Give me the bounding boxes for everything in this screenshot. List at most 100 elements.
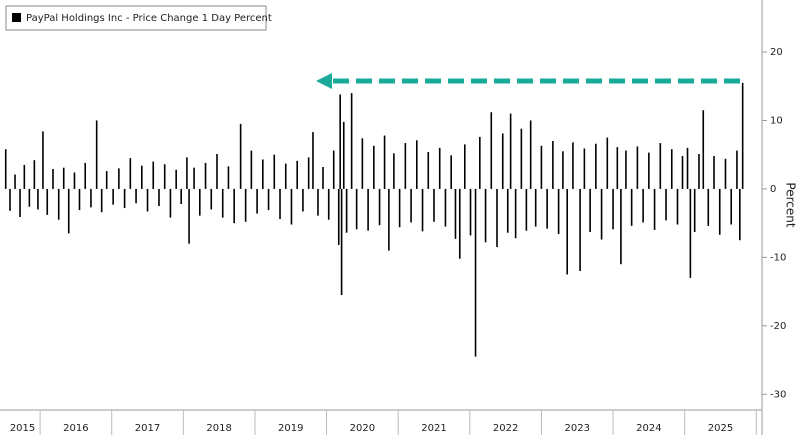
bar <box>398 188 401 228</box>
bar <box>484 188 487 243</box>
bar <box>496 188 498 248</box>
legend-box <box>5 5 267 31</box>
bar <box>583 148 586 189</box>
bar <box>595 143 597 189</box>
x-tick-label: 2021 <box>421 423 446 434</box>
bar <box>19 188 21 217</box>
bar <box>90 188 92 208</box>
bar <box>33 160 36 189</box>
bar <box>244 188 247 222</box>
bar <box>262 159 264 189</box>
bar <box>653 188 656 230</box>
bar <box>4 149 7 189</box>
bar <box>296 160 299 189</box>
bar <box>606 137 609 189</box>
bar <box>14 174 16 189</box>
bar <box>239 123 242 189</box>
bar <box>670 149 673 189</box>
bar <box>378 188 381 226</box>
bar <box>572 142 574 189</box>
bar <box>625 150 627 189</box>
bar <box>416 140 418 189</box>
bar <box>367 188 369 231</box>
bar <box>312 132 314 189</box>
bar <box>175 169 177 189</box>
bar <box>339 94 341 189</box>
bar <box>546 188 548 229</box>
bar <box>158 188 160 207</box>
bar <box>421 188 424 232</box>
bar <box>686 147 689 189</box>
bar <box>100 188 103 213</box>
bar <box>355 188 358 230</box>
bar <box>474 188 477 357</box>
bar <box>463 144 466 189</box>
x-tick-label: 2023 <box>564 423 589 434</box>
y-tick-label: 20 <box>770 47 783 58</box>
bar <box>199 188 201 216</box>
bar <box>620 188 622 265</box>
bar <box>642 188 644 223</box>
y-tick-label: 0 <box>770 184 776 195</box>
bar <box>373 145 375 189</box>
bar <box>204 162 207 189</box>
bar <box>73 172 76 189</box>
bar <box>118 168 120 189</box>
bar <box>332 150 335 189</box>
bar <box>95 120 98 189</box>
bar <box>520 128 523 189</box>
bar <box>693 188 696 233</box>
bar <box>529 120 532 189</box>
bar <box>702 110 705 189</box>
x-tick-label: 2020 <box>350 423 375 434</box>
bar <box>28 188 31 207</box>
bar <box>514 188 517 239</box>
x-tick-label: 2019 <box>278 423 303 434</box>
y-tick-label: -10 <box>770 252 786 263</box>
bar <box>256 188 258 214</box>
bar <box>42 131 44 189</box>
bar <box>501 133 504 189</box>
legend: PayPal Holdings Inc - Price Change 1 Day… <box>5 5 272 31</box>
bar <box>557 188 560 235</box>
bar <box>736 150 738 189</box>
bar <box>9 188 11 211</box>
bar <box>105 171 108 189</box>
y-tick-label: -20 <box>770 321 786 332</box>
bar <box>345 188 348 233</box>
bar <box>267 188 270 211</box>
arrow-head <box>316 73 332 89</box>
bar <box>112 188 114 205</box>
y-tick-label: -30 <box>770 389 786 400</box>
bar <box>78 188 81 211</box>
bar <box>509 113 512 189</box>
bar <box>350 93 353 189</box>
bar <box>433 188 435 222</box>
bar <box>718 188 721 235</box>
x-tick-label: 2025 <box>708 423 733 434</box>
y-tick-label: 10 <box>770 115 783 126</box>
bar <box>479 136 481 189</box>
y-axis-label: Percent <box>784 182 798 227</box>
bar <box>152 161 155 189</box>
bar <box>648 152 650 189</box>
bar <box>738 188 741 241</box>
bar <box>689 188 692 278</box>
bar <box>322 167 324 189</box>
bar <box>67 188 70 234</box>
bar <box>327 188 330 220</box>
bar <box>540 145 543 189</box>
bar <box>404 143 407 189</box>
bar <box>534 188 537 227</box>
bar <box>57 188 60 220</box>
annotation-arrow <box>316 73 740 89</box>
bar <box>698 154 700 189</box>
bar <box>393 153 395 189</box>
bar <box>579 188 581 272</box>
bar <box>681 156 684 189</box>
x-tick-label: 2016 <box>63 423 88 434</box>
x-tick-label: 2017 <box>135 423 160 434</box>
bar <box>383 135 386 189</box>
bar <box>490 112 493 189</box>
bar <box>676 188 679 225</box>
